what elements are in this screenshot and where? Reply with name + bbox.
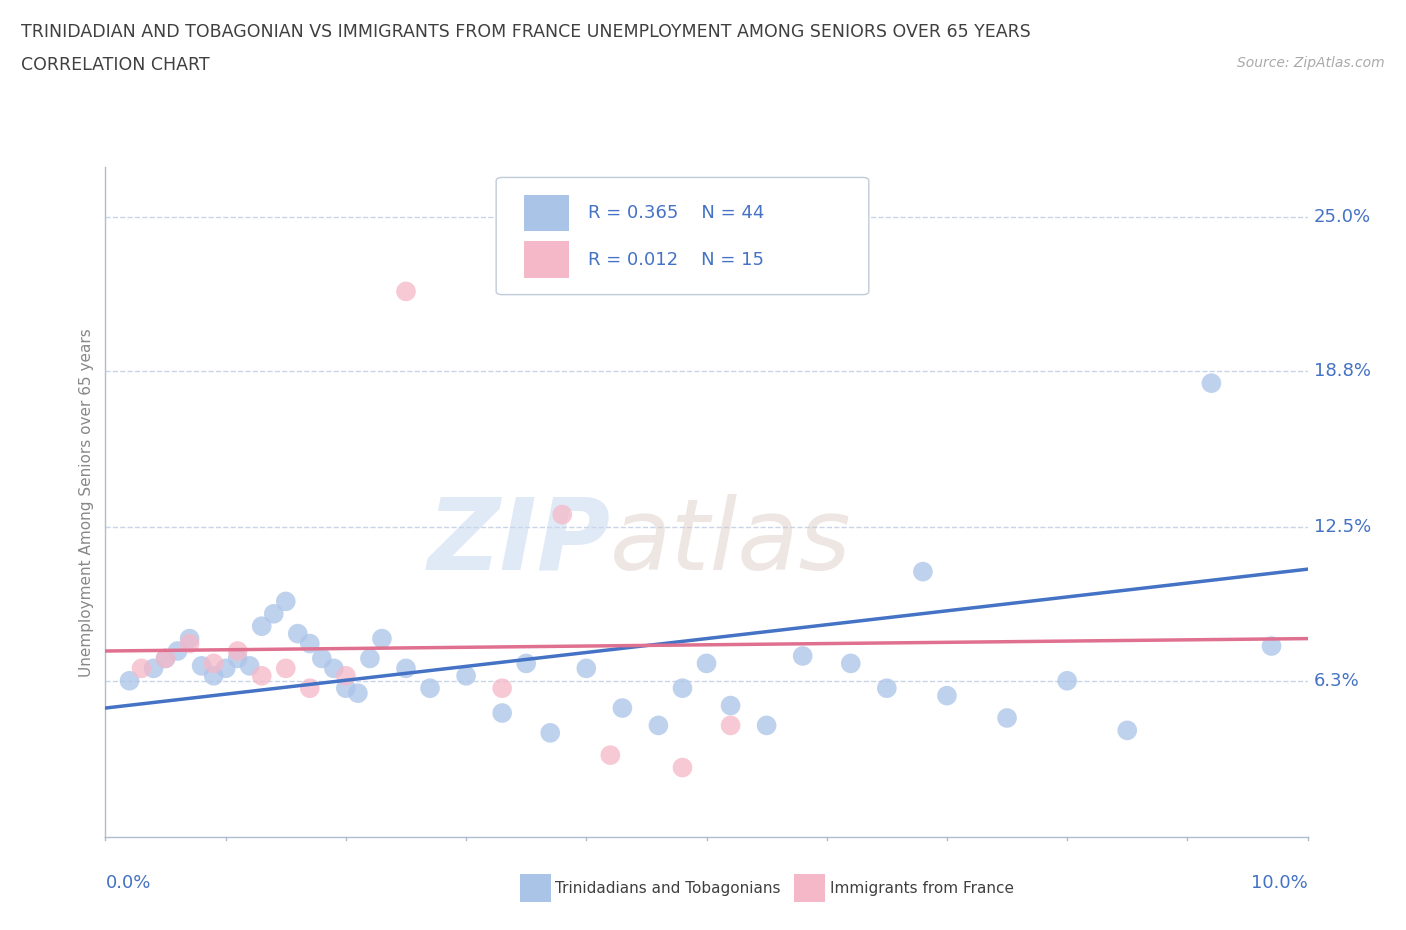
Point <box>454 669 477 684</box>
Point <box>1260 639 1282 654</box>
Point <box>202 669 225 684</box>
Point <box>911 565 934 579</box>
Point <box>287 626 309 641</box>
Point <box>395 284 418 299</box>
Point <box>647 718 669 733</box>
Point <box>371 631 394 646</box>
FancyBboxPatch shape <box>524 194 569 232</box>
Point <box>311 651 333 666</box>
Text: Source: ZipAtlas.com: Source: ZipAtlas.com <box>1237 56 1385 70</box>
Text: 10.0%: 10.0% <box>1251 874 1308 892</box>
Point <box>419 681 441 696</box>
Point <box>239 658 262 673</box>
Text: Trinidadians and Tobagonians: Trinidadians and Tobagonians <box>555 881 780 896</box>
Point <box>696 656 718 671</box>
Point <box>202 656 225 671</box>
Point <box>263 606 285 621</box>
Point <box>214 661 236 676</box>
Text: TRINIDADIAN AND TOBAGONIAN VS IMMIGRANTS FROM FRANCE UNEMPLOYMENT AMONG SENIORS : TRINIDADIAN AND TOBAGONIAN VS IMMIGRANTS… <box>21 23 1031 41</box>
Text: Immigrants from France: Immigrants from France <box>830 881 1014 896</box>
FancyBboxPatch shape <box>496 178 869 295</box>
Point <box>538 725 561 740</box>
Point <box>599 748 621 763</box>
Point <box>671 681 693 696</box>
Point <box>274 661 297 676</box>
Text: R = 0.012    N = 15: R = 0.012 N = 15 <box>588 251 763 269</box>
Point <box>491 681 513 696</box>
Text: 0.0%: 0.0% <box>105 874 150 892</box>
Point <box>142 661 165 676</box>
Point <box>359 651 381 666</box>
Text: 18.8%: 18.8% <box>1313 362 1371 379</box>
Point <box>274 594 297 609</box>
Point <box>250 669 273 684</box>
Point <box>179 636 201 651</box>
Point <box>995 711 1018 725</box>
Point <box>876 681 898 696</box>
Point <box>335 681 357 696</box>
Point <box>322 661 344 676</box>
FancyBboxPatch shape <box>524 242 569 278</box>
Point <box>755 718 778 733</box>
Point <box>936 688 959 703</box>
Point <box>491 706 513 721</box>
Point <box>671 760 693 775</box>
Point <box>250 618 273 633</box>
Point <box>792 648 814 663</box>
Point <box>226 651 249 666</box>
Text: 12.5%: 12.5% <box>1313 518 1371 536</box>
Point <box>118 673 141 688</box>
Point <box>1056 673 1078 688</box>
Point <box>155 651 177 666</box>
Point <box>155 651 177 666</box>
Point <box>1201 376 1223 391</box>
Text: atlas: atlas <box>610 494 852 591</box>
Point <box>515 656 537 671</box>
Point <box>395 661 418 676</box>
Point <box>347 685 370 700</box>
Text: ZIP: ZIP <box>427 494 610 591</box>
Point <box>720 718 742 733</box>
Text: R = 0.365    N = 44: R = 0.365 N = 44 <box>588 204 763 222</box>
Point <box>298 681 321 696</box>
Point <box>190 658 212 673</box>
Point <box>226 644 249 658</box>
Point <box>575 661 598 676</box>
Point <box>166 644 188 658</box>
Point <box>720 698 742 713</box>
Point <box>612 700 634 715</box>
Text: 6.3%: 6.3% <box>1313 671 1360 690</box>
Point <box>1116 723 1139 737</box>
Point <box>839 656 862 671</box>
Point <box>131 661 153 676</box>
Y-axis label: Unemployment Among Seniors over 65 years: Unemployment Among Seniors over 65 years <box>79 328 94 677</box>
Point <box>551 507 574 522</box>
Point <box>179 631 201 646</box>
Point <box>335 669 357 684</box>
Point <box>298 636 321 651</box>
Text: 25.0%: 25.0% <box>1313 208 1371 226</box>
Text: CORRELATION CHART: CORRELATION CHART <box>21 56 209 73</box>
